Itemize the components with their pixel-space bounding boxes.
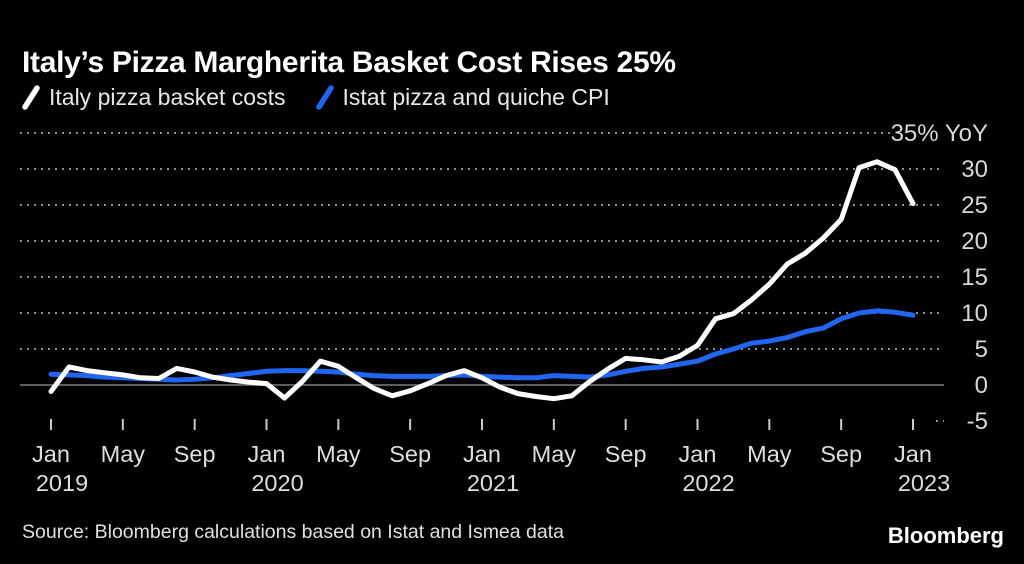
legend-label: Italy pizza basket costs xyxy=(49,84,286,110)
source-note: Source: Bloomberg calculations based on … xyxy=(22,521,564,543)
y-gridlines xyxy=(20,132,944,422)
legend-item-istat-cpi: Istat pizza and quiche CPI xyxy=(315,84,610,111)
x-tick-year-label: 2023 xyxy=(898,470,950,496)
x-tick-month-label: May xyxy=(101,441,146,467)
x-tick-month-label: May xyxy=(532,441,577,467)
y-tick-label: 0 xyxy=(975,372,988,399)
y-axis-labels: 35% YoY 30 25 20 15 10 5 0 -5 xyxy=(891,120,988,435)
legend-item-basket-costs: Italy pizza basket costs xyxy=(22,84,286,111)
legend-label: Istat pizza and quiche CPI xyxy=(342,84,610,110)
x-tick-month-label: Sep xyxy=(389,441,431,467)
y-tick-label: -5 xyxy=(967,408,988,435)
y-tick-label: 5 xyxy=(975,336,988,363)
y-tick-label: 35% YoY xyxy=(891,120,988,147)
x-tick-month-label: Jan xyxy=(248,441,286,467)
x-tick-month-label: Sep xyxy=(174,441,216,467)
x-tick-year-label: 2021 xyxy=(467,470,519,496)
x-tick-month-label: Sep xyxy=(820,441,862,467)
y-tick-label: 25 xyxy=(961,192,988,219)
y-tick-label: 15 xyxy=(961,264,988,291)
series-lines xyxy=(48,159,916,402)
x-tick-year-label: 2022 xyxy=(682,470,734,496)
x-tick-month-label: Jan xyxy=(679,441,717,467)
legend-slash-icon xyxy=(315,85,334,110)
x-tick-month-label: Sep xyxy=(605,441,647,467)
x-tick-month-label: Jan xyxy=(463,441,501,467)
chart-title: Italy’s Pizza Margherita Basket Cost Ris… xyxy=(22,46,676,80)
bloomberg-logo: Bloomberg xyxy=(887,523,1004,548)
y-tick-label: 30 xyxy=(961,156,988,183)
x-axis: Jan 2019 May Sep Jan 2020 May Sep Jan 2021 May Sep J… xyxy=(32,419,950,496)
legend-slash-icon xyxy=(22,85,40,110)
x-tick-year-label: 2020 xyxy=(251,470,303,496)
chart-legend: Italy pizza basket costs Istat pizza and… xyxy=(22,84,610,111)
x-tick-month-label: Jan xyxy=(32,441,70,467)
x-tick-month-label: May xyxy=(316,441,361,467)
y-tick-label: 10 xyxy=(961,300,988,327)
x-tick-month-label: Jan xyxy=(894,441,932,467)
y-tick-label: 20 xyxy=(961,228,988,255)
x-tick-month-label: May xyxy=(747,441,792,467)
x-tick-year-label: 2019 xyxy=(36,470,88,496)
series-line xyxy=(48,159,916,402)
